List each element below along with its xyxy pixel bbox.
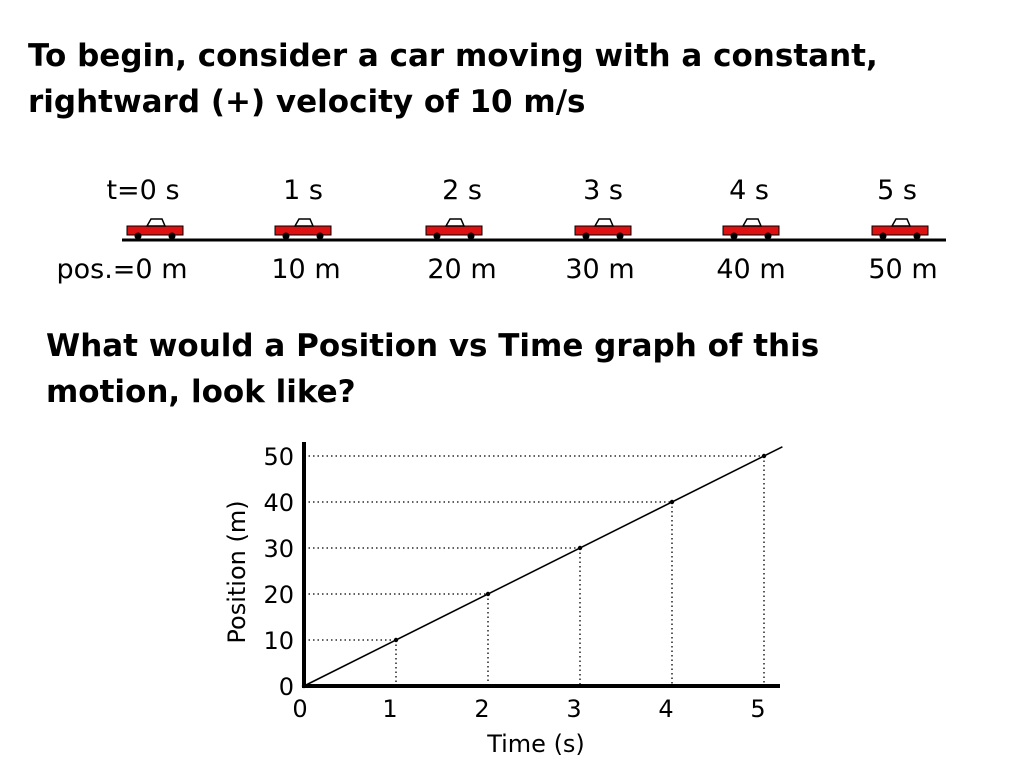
car-icon — [722, 218, 780, 240]
motion-frames: t=0 s pos.=0 m 1 s 10 m 2 s 20 m 3 s 30 m 4 s 40 … — [57, 175, 938, 285]
motion-frame: 4 s 40 m — [716, 175, 785, 285]
y-axis-label: Position (m) — [223, 500, 251, 643]
position-label: 10 m — [271, 254, 340, 285]
data-point — [485, 591, 491, 597]
motion-diagram: t=0 s pos.=0 m 1 s 10 m 2 s 20 m 3 s 30 m 4 s 40 … — [57, 175, 946, 285]
car-icon — [574, 218, 632, 240]
data-point — [301, 683, 307, 689]
data-point — [577, 545, 583, 551]
x-tick-label: 2 — [474, 695, 489, 723]
car-icon — [871, 218, 929, 240]
position-label: pos.=0 m — [57, 254, 188, 285]
time-label: 3 s — [583, 175, 623, 206]
x-tick-labels: 0 1 2 3 4 5 — [292, 695, 765, 723]
motion-frame: t=0 s pos.=0 m — [57, 175, 188, 285]
x-axis-label: Time (s) — [486, 730, 585, 758]
time-label: 5 s — [877, 175, 917, 206]
question-text: What would a Position vs Time graph of t… — [46, 323, 946, 415]
position-label: 40 m — [716, 254, 785, 285]
intro-line-2: rightward (+) velocity of 10 m/s — [28, 84, 586, 120]
motion-frame: 2 s 20 m — [425, 175, 497, 285]
x-tick-label: 3 — [566, 695, 581, 723]
time-label: 1 s — [283, 175, 323, 206]
motion-frame: 1 s 10 m — [271, 175, 340, 285]
car-icon — [126, 218, 184, 240]
y-tick-label: 30 — [263, 535, 294, 563]
series-line — [303, 446, 783, 687]
data-point — [761, 453, 767, 459]
data-point — [669, 499, 675, 505]
chart-axes — [302, 442, 780, 688]
position-label: 20 m — [427, 254, 496, 285]
position-label: 30 m — [565, 254, 634, 285]
data-point — [393, 637, 399, 643]
time-label: 4 s — [729, 175, 769, 206]
x-tick-label: 5 — [750, 695, 765, 723]
guide-lines — [304, 455, 765, 686]
intro-line-1: To begin, consider a car moving with a c… — [28, 38, 878, 74]
car-icon — [274, 218, 332, 240]
motion-frame: 5 s 50 m — [868, 175, 937, 285]
question-line-2: motion, look like? — [46, 374, 356, 410]
motion-frame: 3 s 30 m — [565, 175, 634, 285]
series-group — [301, 446, 783, 689]
time-label: t=0 s — [106, 175, 179, 206]
y-tick-label: 0 — [279, 673, 294, 701]
intro-text: To begin, consider a car moving with a c… — [28, 33, 1008, 125]
car-icon — [425, 218, 483, 240]
x-tick-label: 0 — [292, 695, 307, 723]
y-tick-label: 50 — [263, 443, 294, 471]
question-line-1: What would a Position vs Time graph of t… — [46, 328, 820, 364]
y-tick-label: 40 — [263, 489, 294, 517]
time-label: 2 s — [442, 175, 482, 206]
y-tick-label: 20 — [263, 581, 294, 609]
position-label: 50 m — [868, 254, 937, 285]
y-tick-label: 10 — [263, 627, 294, 655]
x-tick-label: 1 — [382, 695, 397, 723]
x-tick-label: 4 — [658, 695, 673, 723]
y-tick-labels: 0 10 20 30 40 50 — [263, 443, 294, 701]
